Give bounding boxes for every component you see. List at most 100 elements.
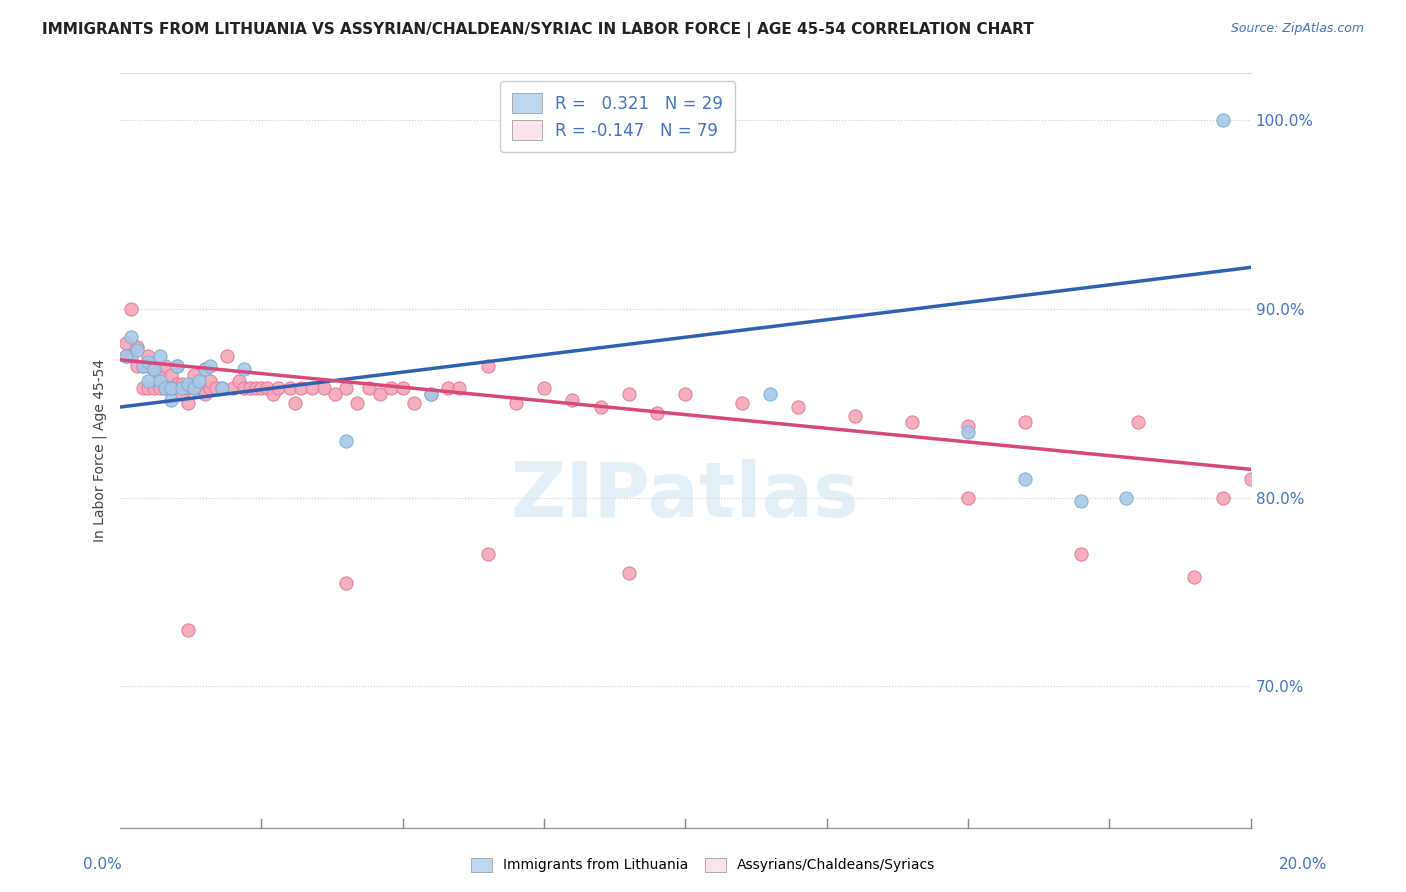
Point — [166, 359, 188, 373]
Text: Source: ZipAtlas.com: Source: ZipAtlas.com — [1230, 22, 1364, 36]
Point — [142, 362, 165, 376]
Point — [177, 623, 200, 637]
Point — [188, 381, 211, 395]
Point — [136, 359, 159, 373]
Point — [346, 396, 368, 410]
Point — [250, 381, 273, 395]
Point — [149, 374, 172, 388]
Point — [155, 359, 177, 373]
Point — [380, 381, 402, 395]
Point — [142, 381, 165, 395]
Point — [301, 381, 323, 395]
Point — [420, 387, 443, 401]
Point — [900, 415, 922, 429]
Point — [957, 425, 980, 439]
Point — [437, 381, 460, 395]
Point — [131, 359, 153, 373]
Point — [125, 343, 148, 358]
Point — [222, 381, 245, 395]
Y-axis label: In Labor Force | Age 45-54: In Labor Force | Age 45-54 — [93, 359, 107, 542]
Point — [200, 359, 222, 373]
Point — [589, 400, 612, 414]
Point — [160, 368, 183, 382]
Point — [1115, 491, 1137, 505]
Point — [183, 381, 205, 395]
Point — [177, 381, 200, 395]
Point — [335, 434, 357, 448]
Point — [290, 381, 312, 395]
Point — [759, 387, 782, 401]
Point — [125, 340, 148, 354]
Text: ZIPatlas: ZIPatlas — [512, 458, 859, 533]
Point — [194, 387, 217, 401]
Text: 20.0%: 20.0% — [1279, 857, 1327, 872]
Point — [335, 381, 357, 395]
Point — [323, 387, 346, 401]
Point — [533, 381, 555, 395]
Point — [211, 381, 233, 395]
Point — [844, 409, 866, 424]
Point — [1182, 570, 1205, 584]
Point — [267, 381, 290, 395]
Point — [233, 381, 256, 395]
Point — [194, 362, 217, 376]
Point — [1070, 547, 1092, 561]
Point — [211, 381, 233, 395]
Point — [155, 381, 177, 395]
Point — [335, 575, 357, 590]
Legend: Immigrants from Lithuania, Assyrians/Chaldeans/Syriacs: Immigrants from Lithuania, Assyrians/Cha… — [465, 852, 941, 878]
Point — [217, 349, 239, 363]
Point — [368, 387, 391, 401]
Point — [731, 396, 754, 410]
Point — [420, 387, 443, 401]
Point — [284, 396, 307, 410]
Text: 0.0%: 0.0% — [83, 857, 122, 872]
Point — [149, 381, 172, 395]
Point — [136, 355, 159, 369]
Point — [477, 359, 499, 373]
Point — [245, 381, 267, 395]
Point — [114, 335, 136, 350]
Point — [228, 374, 250, 388]
Point — [131, 359, 153, 373]
Point — [172, 387, 194, 401]
Point — [183, 381, 205, 395]
Point — [166, 377, 188, 392]
Point — [183, 368, 205, 382]
Point — [194, 362, 217, 376]
Point — [278, 381, 301, 395]
Point — [645, 406, 668, 420]
Point — [149, 368, 172, 382]
Point — [256, 381, 278, 395]
Point — [1070, 494, 1092, 508]
Point — [149, 349, 172, 363]
Point — [1014, 472, 1036, 486]
Point — [1212, 113, 1234, 128]
Point — [125, 359, 148, 373]
Point — [136, 374, 159, 388]
Point — [205, 381, 228, 395]
Point — [1240, 472, 1263, 486]
Point — [160, 381, 183, 395]
Legend: R =   0.321   N = 29, R = -0.147   N = 79: R = 0.321 N = 29, R = -0.147 N = 79 — [501, 81, 735, 152]
Point — [200, 374, 222, 388]
Point — [1014, 415, 1036, 429]
Point — [120, 349, 142, 363]
Point — [233, 362, 256, 376]
Point — [131, 381, 153, 395]
Point — [114, 349, 136, 363]
Point — [617, 387, 640, 401]
Point — [561, 392, 583, 407]
Point — [357, 381, 380, 395]
Point — [391, 381, 413, 395]
Point — [177, 396, 200, 410]
Point — [114, 349, 136, 363]
Point — [200, 381, 222, 395]
Point — [120, 330, 142, 344]
Point — [188, 374, 211, 388]
Point — [136, 349, 159, 363]
Point — [449, 381, 471, 395]
Point — [166, 359, 188, 373]
Point — [957, 418, 980, 433]
Point — [160, 381, 183, 395]
